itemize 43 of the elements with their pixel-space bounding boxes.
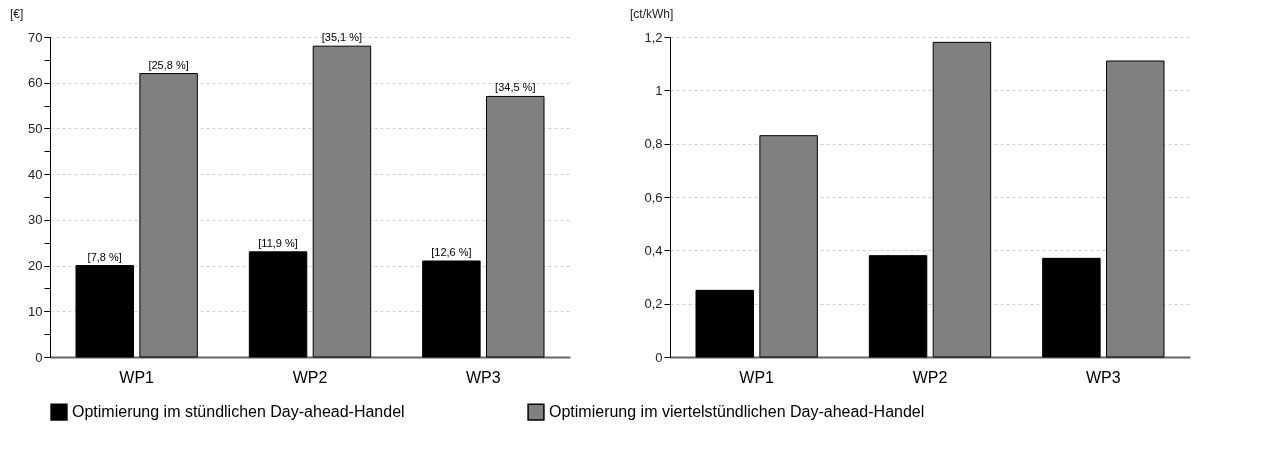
bar [932, 41, 992, 358]
y-tick-label: 0,2 [644, 296, 663, 312]
legend-label: Optimierung im stündlichen Day-ahead-Handel [72, 403, 405, 421]
y-tick-label: 1,2 [644, 29, 663, 45]
x-tick-label: WP2 [912, 368, 948, 386]
x-tick-label: WP3 [466, 368, 501, 386]
bar [1042, 257, 1101, 358]
bar [422, 260, 481, 358]
bar [759, 135, 818, 358]
y-tick-label: 30 [28, 212, 43, 228]
y-axis-title: [€] [10, 7, 24, 21]
x-tick-label: WP2 [292, 368, 328, 386]
y-tick-label: 0,4 [644, 242, 663, 258]
annotation: [12,6 %] [431, 246, 472, 258]
bar [1106, 60, 1165, 358]
bar [248, 251, 308, 358]
y-tick-label: 0,8 [644, 136, 663, 152]
annotation: [7,8 %] [87, 250, 122, 263]
bar [868, 255, 928, 358]
annotation: [25,8 %] [148, 58, 189, 71]
y-tick-label: 50 [28, 120, 43, 136]
y-tick-label: 1 [655, 82, 663, 98]
x-tick-label: WP1 [119, 368, 155, 386]
y-tick-label: 60 [28, 75, 43, 91]
bar [695, 289, 754, 358]
y-tick-label: 0 [35, 349, 43, 365]
y-tick-label: 0,6 [644, 189, 663, 205]
y-axis-title: [ct/kWh] [630, 7, 674, 21]
y-tick-label: 20 [28, 258, 43, 274]
annotation: [34,5 %] [495, 81, 536, 94]
y-tick-label: 10 [28, 303, 43, 319]
y-tick-label: 70 [28, 29, 43, 45]
annotation: [35,1 %] [321, 31, 363, 44]
bar [486, 95, 545, 358]
x-tick-label: WP3 [1086, 368, 1121, 386]
bar [75, 265, 134, 358]
x-tick-label: WP1 [739, 368, 775, 386]
bar [139, 73, 198, 358]
y-tick-label: 40 [28, 166, 43, 182]
legend-label: Optimierung im viertelstündlichen Day-ahead-Handel [549, 403, 925, 421]
bar [312, 45, 372, 358]
y-tick-label: 0 [655, 349, 663, 365]
annotation: [11,9 %] [258, 236, 298, 249]
